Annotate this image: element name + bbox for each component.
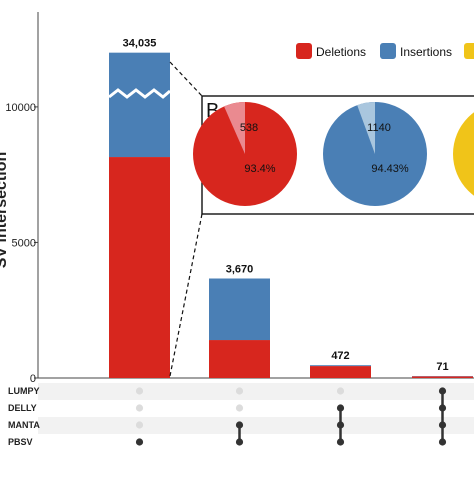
bar-total-label: 34,035	[123, 38, 157, 50]
matrix-dot-active	[136, 438, 143, 445]
legend-swatch	[464, 43, 474, 59]
matrix-dot-active	[337, 421, 344, 428]
matrix-dot-active	[439, 387, 446, 394]
matrix-dot-inactive	[136, 387, 143, 394]
set-label: DELLY	[8, 403, 37, 413]
bar-insertions	[209, 279, 270, 341]
set-label: LUMPY	[8, 386, 40, 396]
matrix-dot-active	[337, 404, 344, 411]
bar-insertions	[310, 365, 371, 366]
y-tick-label: 5000	[12, 237, 36, 249]
bar-deletions	[412, 376, 473, 378]
legend-swatch	[296, 43, 312, 59]
matrix-dot-active	[439, 421, 446, 428]
inset-connector-top	[170, 62, 202, 96]
legend: Deletions Insertions	[296, 43, 474, 59]
inset-connector-bottom	[170, 214, 202, 376]
bar-deletions	[310, 366, 371, 378]
legend-swatch	[380, 43, 396, 59]
bar-deletions	[209, 340, 270, 378]
matrix-dot-inactive	[136, 421, 143, 428]
matrix-dot-inactive	[136, 404, 143, 411]
bar-total-label: 3,670	[226, 264, 254, 276]
set-label: PBSV	[8, 437, 33, 447]
legend-label: Deletions	[316, 45, 366, 59]
pie-minor-label: 538	[240, 122, 258, 134]
matrix-dot-active	[236, 438, 243, 445]
pie-minor-label: 1140	[367, 122, 391, 134]
matrix-dot-active	[439, 438, 446, 445]
matrix-dot-active	[337, 438, 344, 445]
y-ticks: 0 5000 10000	[5, 102, 38, 385]
set-label: MANTA	[8, 420, 40, 430]
legend-label: Insertions	[400, 45, 452, 59]
matrix-background	[38, 383, 474, 434]
matrix-dot-inactive	[236, 387, 243, 394]
y-tick-label: 0	[30, 373, 36, 385]
y-axis-label: SV intersection	[0, 152, 10, 268]
bar-deletions	[109, 157, 170, 378]
matrix-dot-inactive	[337, 387, 344, 394]
pie-major-label: 94.43%	[371, 163, 409, 175]
bar-total-label: 71	[436, 361, 448, 373]
y-tick-label: 10000	[5, 102, 36, 114]
set-labels: LUMPY DELLY MANTA PBSV	[8, 386, 40, 447]
pie-major-label: 93.4%	[244, 163, 275, 175]
matrix-dot-inactive	[236, 404, 243, 411]
bar-insertions	[109, 53, 170, 157]
matrix-dot-active	[236, 421, 243, 428]
matrix-dot-active	[439, 404, 446, 411]
bar-total-label: 472	[331, 350, 349, 362]
